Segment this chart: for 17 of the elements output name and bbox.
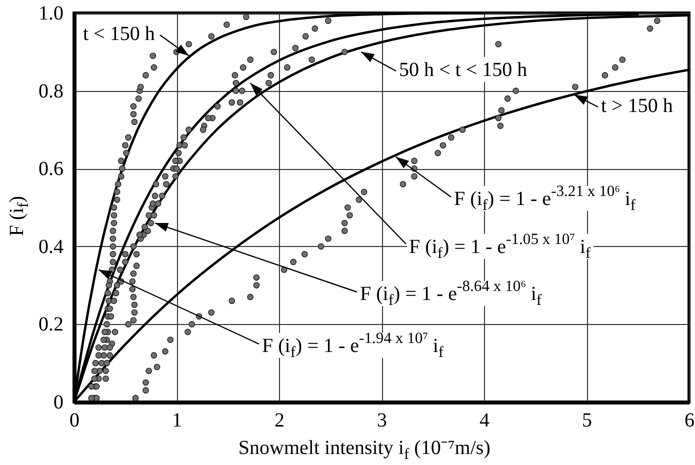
annotation: t < 150 h [83, 23, 155, 45]
x-tick-label: 6 [684, 410, 694, 432]
y-axis-title: F (if) [6, 196, 32, 236]
y-tick-label: 0.2 [38, 314, 64, 336]
y-tick-label: 0 [54, 392, 64, 414]
y-tick-label: 1.0 [38, 2, 64, 24]
x-tick-label: 0 [70, 410, 80, 432]
y-tick-label: 0.8 [38, 80, 64, 102]
x-tick-label: 5 [582, 410, 592, 432]
x-tick-label: 3 [377, 410, 387, 432]
annotation: 50 h < t < 150 h [399, 59, 528, 81]
x-tick-label: 4 [480, 410, 490, 432]
y-tick-label: 0.4 [38, 236, 64, 258]
x-tick-label: 2 [274, 410, 284, 432]
annotation: t > 150 h [601, 95, 673, 117]
y-tick-label: 0.6 [38, 158, 64, 180]
x-tick-label: 1 [172, 410, 182, 432]
